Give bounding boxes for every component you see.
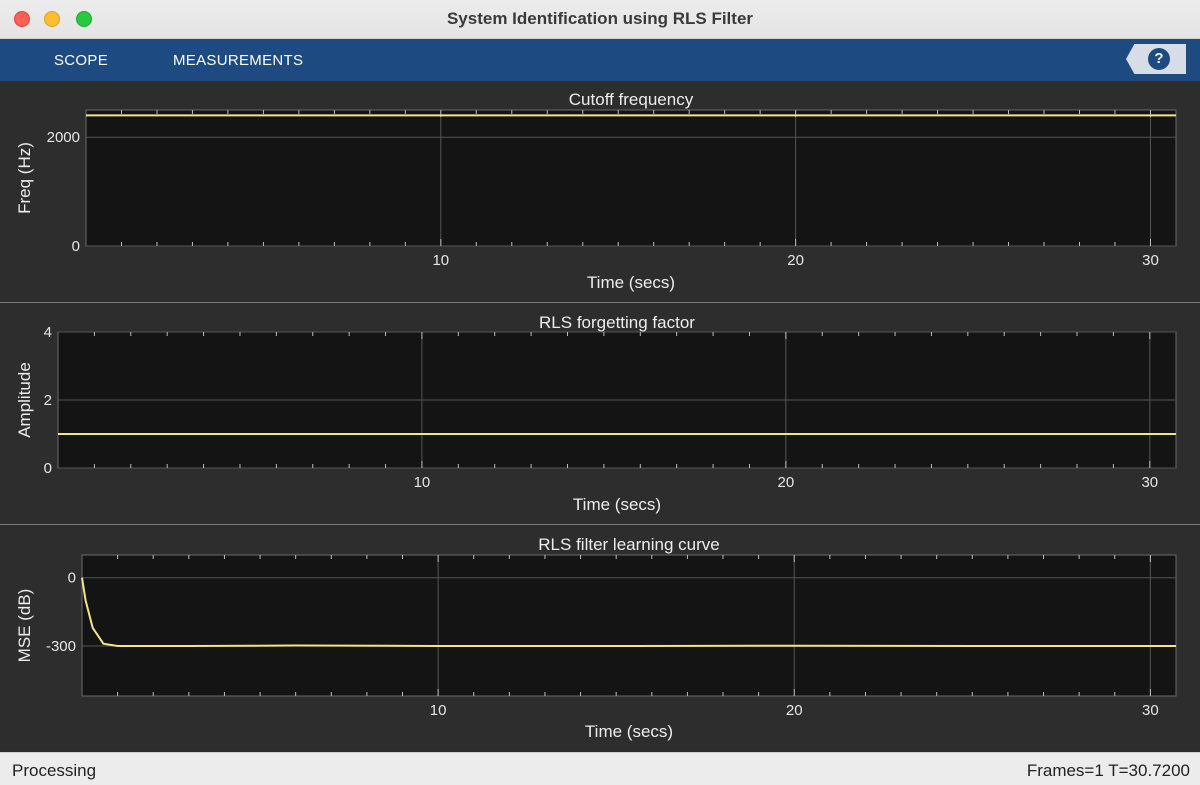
plot-divider bbox=[0, 524, 1200, 525]
chart-panel-1: 10 20 30 0 2000 Cutoff frequency Time (secs) Fr… bbox=[15, 90, 1177, 292]
plot-divider bbox=[0, 302, 1200, 303]
y-tick-label: 4 bbox=[44, 324, 52, 341]
x-tick-label: 20 bbox=[778, 474, 795, 491]
x-tick-label: 10 bbox=[414, 474, 431, 491]
plots-area: 10 20 30 0 2000 Cutoff frequency Time (secs) Fr… bbox=[0, 81, 1200, 751]
x-axis-label: Time (secs) bbox=[573, 495, 661, 514]
chart-title: Cutoff frequency bbox=[569, 90, 694, 109]
x-axis-label: Time (secs) bbox=[585, 722, 673, 741]
plot-background bbox=[85, 109, 1177, 247]
plot-background bbox=[81, 554, 1177, 697]
x-tick-label: 30 bbox=[1141, 474, 1158, 491]
chart-title: RLS filter learning curve bbox=[538, 535, 719, 554]
y-tick-label: 2000 bbox=[47, 129, 80, 146]
y-axis-label: Freq (Hz) bbox=[15, 142, 34, 214]
y-axis-label: Amplitude bbox=[15, 362, 34, 438]
y-axis-label: MSE (dB) bbox=[15, 589, 34, 663]
title-bar: System Identification using RLS Filter bbox=[0, 0, 1200, 39]
tab-scope[interactable]: SCOPE bbox=[54, 52, 109, 69]
series-line bbox=[81, 577, 1176, 647]
chart-panel-2: 10 20 30 0 2 4 RLS forgetting factor Time (secs… bbox=[15, 313, 1177, 514]
status-text: Processing bbox=[12, 761, 97, 780]
x-tick-label: 30 bbox=[1142, 252, 1159, 269]
tab-measurements[interactable]: MEASUREMENTS bbox=[173, 52, 304, 69]
x-tick-label: 30 bbox=[1142, 702, 1159, 719]
help-area: ? bbox=[1120, 44, 1186, 74]
y-tick-label: 2 bbox=[44, 392, 52, 409]
y-tick-label: -300 bbox=[46, 638, 76, 655]
x-tick-label: 10 bbox=[432, 252, 449, 269]
minimize-window-button[interactable] bbox=[44, 11, 60, 27]
frame-time-readout: Frames=1 T=30.7200 bbox=[1026, 761, 1190, 780]
maximize-window-button[interactable] bbox=[76, 11, 92, 27]
x-tick-label: 20 bbox=[786, 702, 803, 719]
window-title: System Identification using RLS Filter bbox=[446, 9, 754, 28]
x-tick-label: 10 bbox=[430, 702, 447, 719]
close-window-button[interactable] bbox=[14, 11, 30, 27]
help-icon[interactable]: ? bbox=[1148, 48, 1170, 70]
y-tick-label: 0 bbox=[68, 570, 76, 587]
chart-panel-3: 10 20 30 -300 0 RLS filter learning curve Time… bbox=[15, 535, 1177, 741]
x-tick-label: 20 bbox=[787, 252, 804, 269]
toolstrip: SCOPE MEASUREMENTS ? bbox=[0, 39, 1200, 81]
status-bar: Processing Frames=1 T=30.7200 bbox=[0, 752, 1200, 785]
y-tick-label: 0 bbox=[72, 238, 80, 255]
x-axis-label: Time (secs) bbox=[587, 273, 675, 292]
y-tick-label: 0 bbox=[44, 460, 52, 477]
chart-title: RLS forgetting factor bbox=[539, 313, 695, 332]
